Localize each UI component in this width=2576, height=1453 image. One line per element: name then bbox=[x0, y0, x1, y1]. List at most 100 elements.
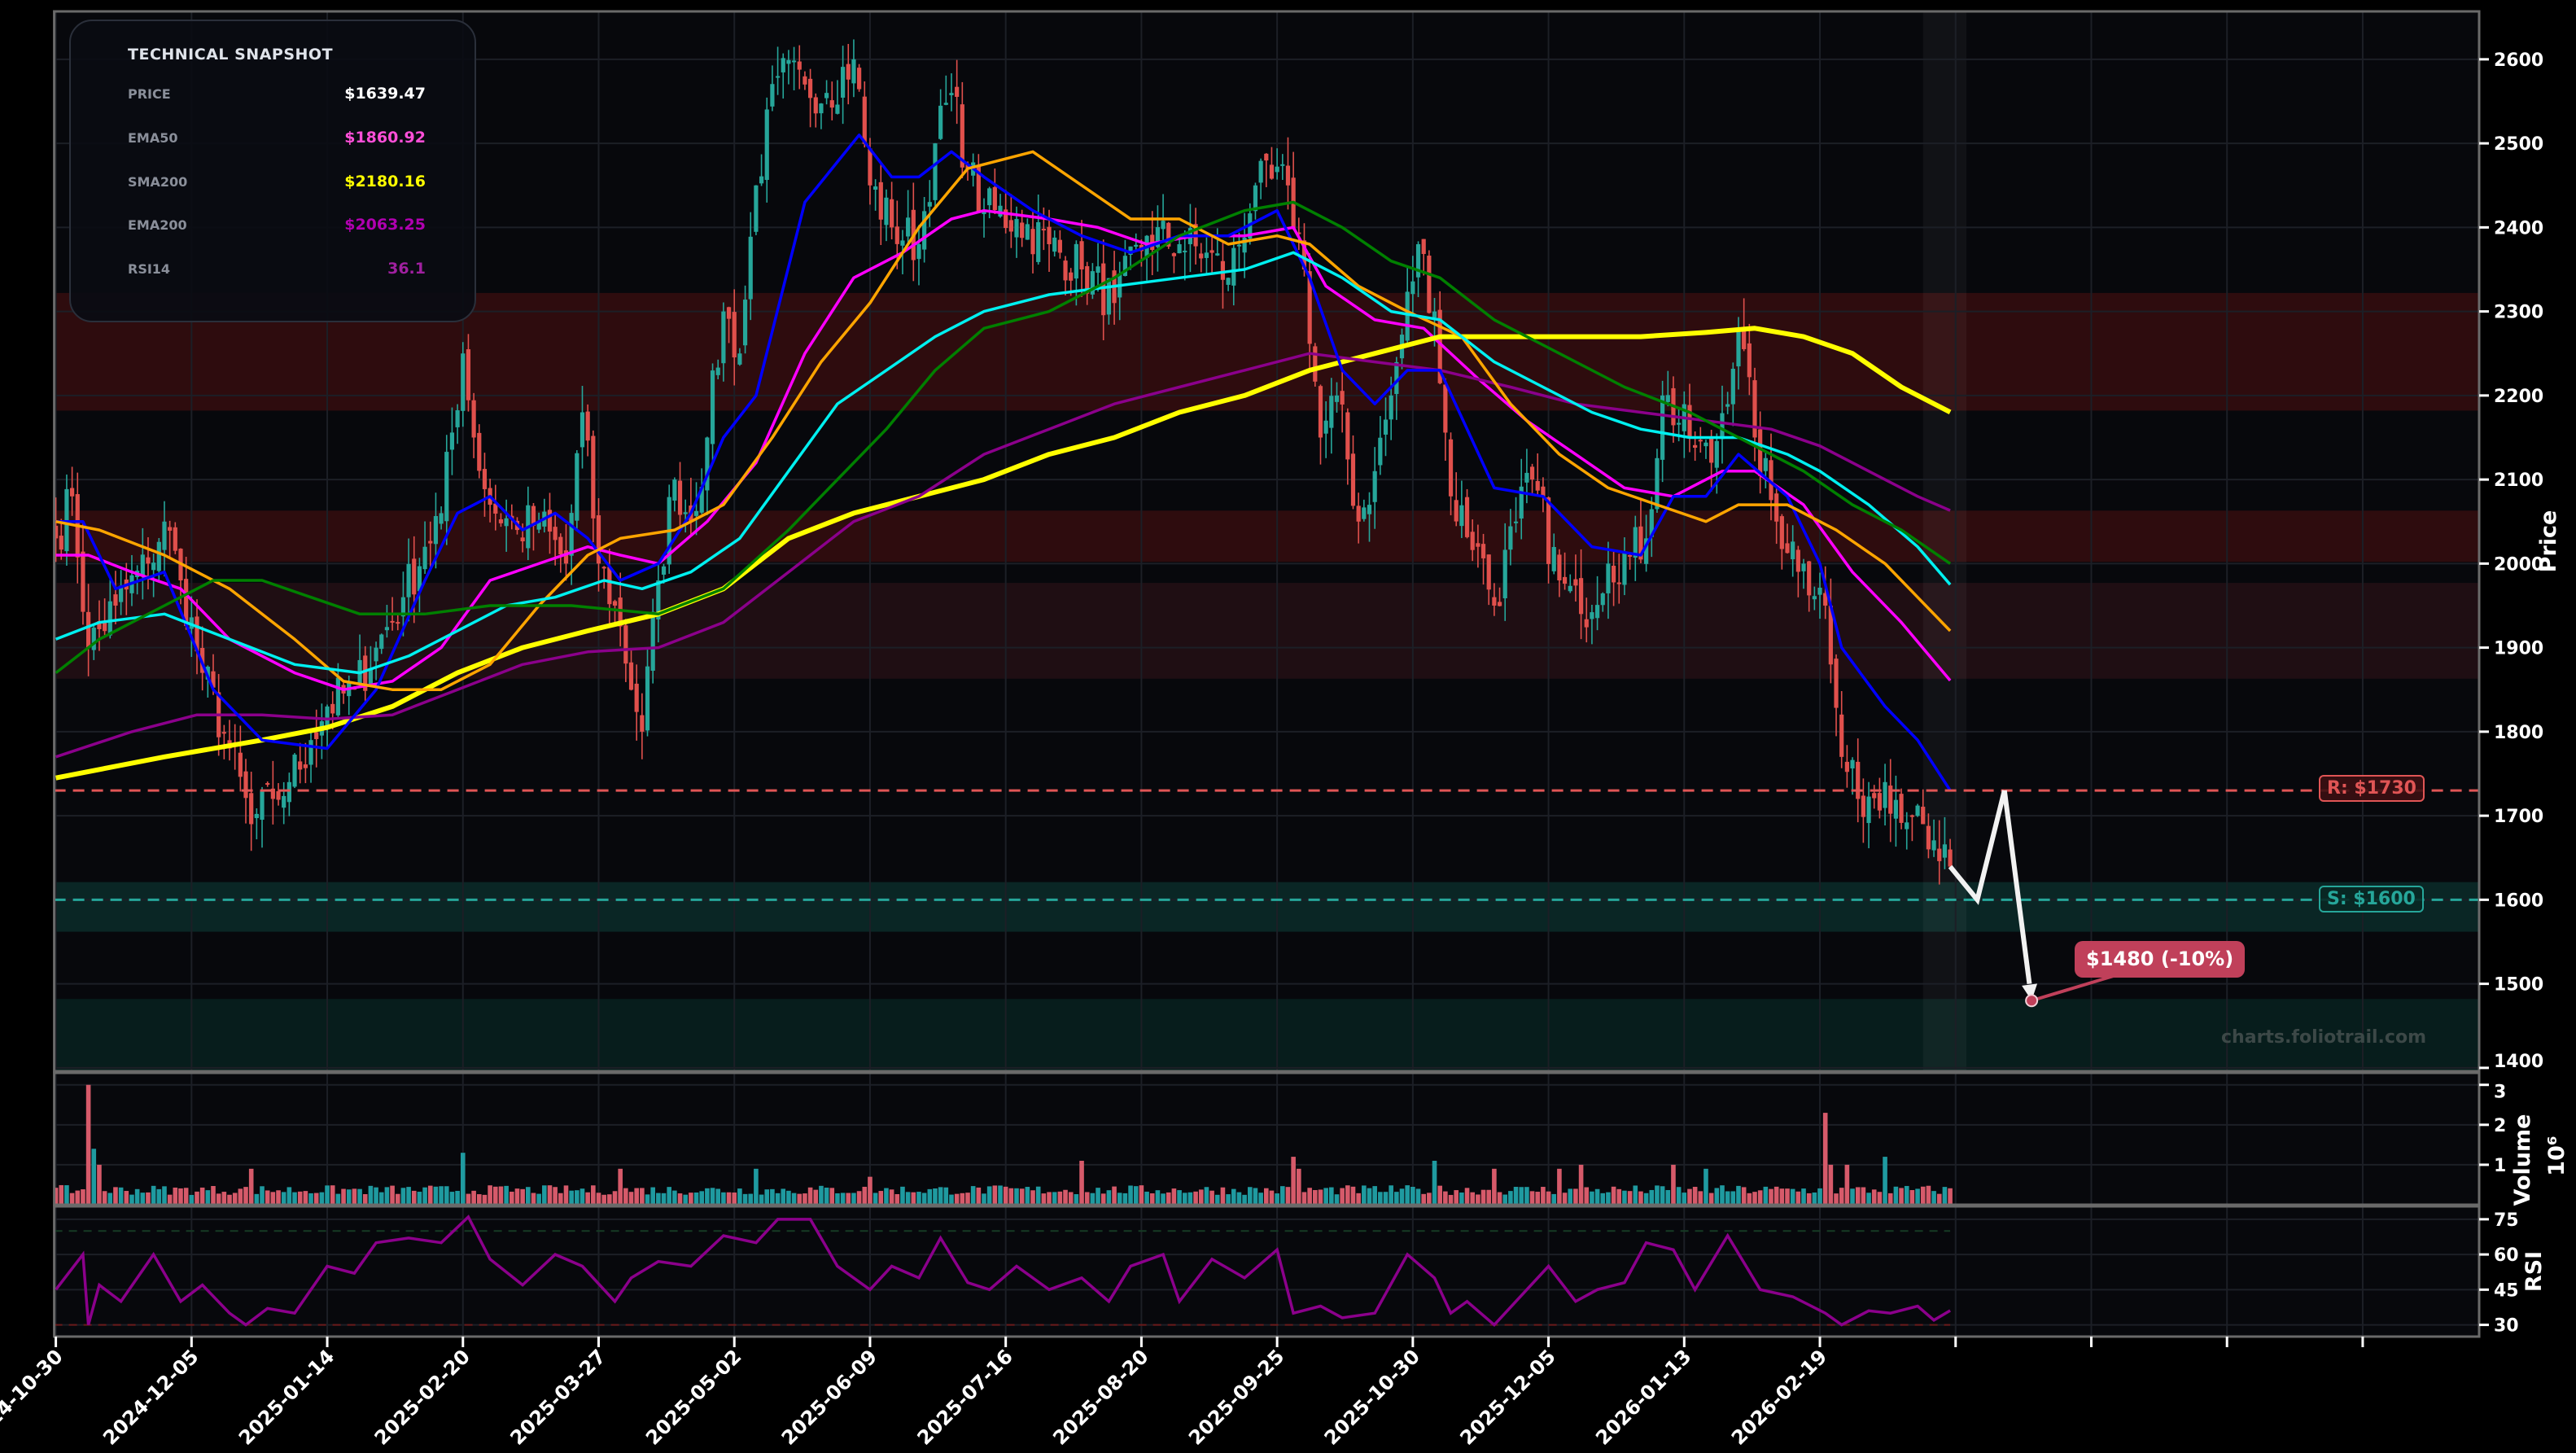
volume-bar bbox=[1844, 1164, 1850, 1205]
volume-bar bbox=[400, 1188, 406, 1205]
candle-body bbox=[1427, 256, 1432, 313]
volume-bar bbox=[1757, 1190, 1763, 1205]
candle-body bbox=[493, 503, 498, 514]
volume-scale-label: 10⁶ bbox=[2544, 1136, 2569, 1175]
volume-bar bbox=[238, 1188, 243, 1205]
candle-body bbox=[1258, 160, 1263, 183]
candle-body bbox=[987, 188, 992, 206]
volume-bar bbox=[807, 1187, 813, 1205]
volume-bar bbox=[1665, 1189, 1671, 1205]
volume-bar bbox=[1399, 1188, 1405, 1205]
volume-bar bbox=[1025, 1187, 1030, 1205]
candle-body bbox=[1334, 395, 1340, 402]
candle-body bbox=[1899, 794, 1904, 823]
snapshot-value: 36.1 bbox=[387, 260, 426, 278]
volume-bar bbox=[308, 1193, 313, 1205]
volume-bar bbox=[1226, 1194, 1231, 1205]
volume-bar bbox=[976, 1187, 982, 1205]
candle-body bbox=[906, 217, 911, 237]
volume-bar bbox=[1437, 1185, 1442, 1205]
candle-body bbox=[1421, 239, 1426, 254]
volume-bar bbox=[1736, 1185, 1741, 1205]
volume-bar bbox=[699, 1191, 705, 1205]
volume-bar bbox=[1096, 1188, 1100, 1205]
candle-body bbox=[1866, 796, 1871, 824]
volume-bar bbox=[439, 1186, 444, 1205]
volume-bar bbox=[601, 1194, 606, 1205]
volume-bar bbox=[1003, 1186, 1008, 1205]
candle-body bbox=[927, 202, 932, 207]
candle-body bbox=[1074, 243, 1078, 279]
volume-bar bbox=[1529, 1191, 1535, 1205]
volume-bar bbox=[482, 1194, 488, 1205]
volume-bar bbox=[829, 1188, 835, 1205]
volume-bar bbox=[1893, 1186, 1899, 1205]
volume-bar bbox=[579, 1188, 585, 1205]
volume-bar bbox=[449, 1192, 455, 1205]
candle-body bbox=[1844, 761, 1849, 772]
volume-bar bbox=[124, 1191, 129, 1205]
target-connector bbox=[2031, 974, 2117, 1003]
candle-body bbox=[1600, 593, 1605, 606]
snapshot-label: EMA50 bbox=[128, 130, 178, 146]
volume-bar bbox=[1926, 1185, 1931, 1205]
candle-body bbox=[938, 105, 943, 139]
candle-body bbox=[998, 205, 1003, 217]
indicator-line-0000ff bbox=[55, 133, 1952, 792]
volume-bar bbox=[737, 1188, 742, 1205]
volume-bar bbox=[488, 1185, 492, 1205]
highlight-band bbox=[1922, 11, 1967, 1071]
candle-body bbox=[1486, 554, 1491, 590]
candle-body bbox=[1665, 395, 1670, 402]
candle-body bbox=[943, 103, 948, 105]
y-tick-label: 1 bbox=[2494, 1156, 2506, 1176]
volume-bar bbox=[607, 1194, 612, 1205]
candle-body bbox=[1872, 793, 1877, 799]
candle-body bbox=[742, 300, 748, 346]
volume-bar bbox=[1578, 1164, 1584, 1205]
volume-bar bbox=[650, 1187, 655, 1205]
volume-bar bbox=[1508, 1191, 1513, 1205]
candle-body bbox=[1590, 612, 1594, 619]
candle-body bbox=[422, 546, 427, 570]
volume-bar bbox=[1253, 1188, 1258, 1205]
volume-bar bbox=[775, 1193, 781, 1205]
volume-bar bbox=[162, 1186, 167, 1205]
candle-body bbox=[1204, 252, 1209, 258]
volume-bar bbox=[1030, 1190, 1035, 1205]
volume-bar bbox=[645, 1194, 650, 1205]
candle-body bbox=[1714, 440, 1719, 468]
candle-body bbox=[1448, 439, 1454, 497]
candle-body bbox=[1090, 271, 1095, 295]
candle-body bbox=[54, 525, 59, 539]
volume-bar bbox=[1476, 1194, 1480, 1205]
x-tick-label: 2026-01-13 bbox=[1591, 1345, 1695, 1449]
volume-bar bbox=[970, 1186, 976, 1205]
volume-bar bbox=[330, 1185, 335, 1205]
volume-bar bbox=[1817, 1188, 1822, 1205]
volume-bar bbox=[1730, 1191, 1736, 1205]
volume-bar bbox=[292, 1192, 297, 1205]
volume-bar bbox=[1193, 1191, 1198, 1205]
candle-body bbox=[1758, 429, 1763, 476]
volume-bar bbox=[395, 1193, 400, 1205]
volume-bar bbox=[270, 1192, 276, 1205]
volume-bar bbox=[1182, 1193, 1187, 1205]
candle-body bbox=[536, 521, 541, 530]
volume-bar bbox=[1616, 1188, 1622, 1205]
x-tick-label: 2025-06-09 bbox=[777, 1345, 881, 1449]
candle-body bbox=[819, 103, 824, 114]
candle-body bbox=[1628, 554, 1633, 557]
candle-body bbox=[1655, 457, 1660, 510]
target-label: $1480 (-10%) bbox=[2075, 941, 2246, 978]
candle-body bbox=[173, 527, 177, 551]
candle-body bbox=[1769, 460, 1773, 501]
candle-body bbox=[770, 84, 775, 107]
candle-body bbox=[596, 515, 601, 564]
volume-bar bbox=[536, 1193, 541, 1205]
candle-body bbox=[976, 165, 981, 212]
volume-bar bbox=[542, 1185, 547, 1205]
candle-body bbox=[1166, 222, 1171, 247]
candle-body bbox=[786, 59, 791, 64]
volume-bar bbox=[102, 1191, 107, 1205]
